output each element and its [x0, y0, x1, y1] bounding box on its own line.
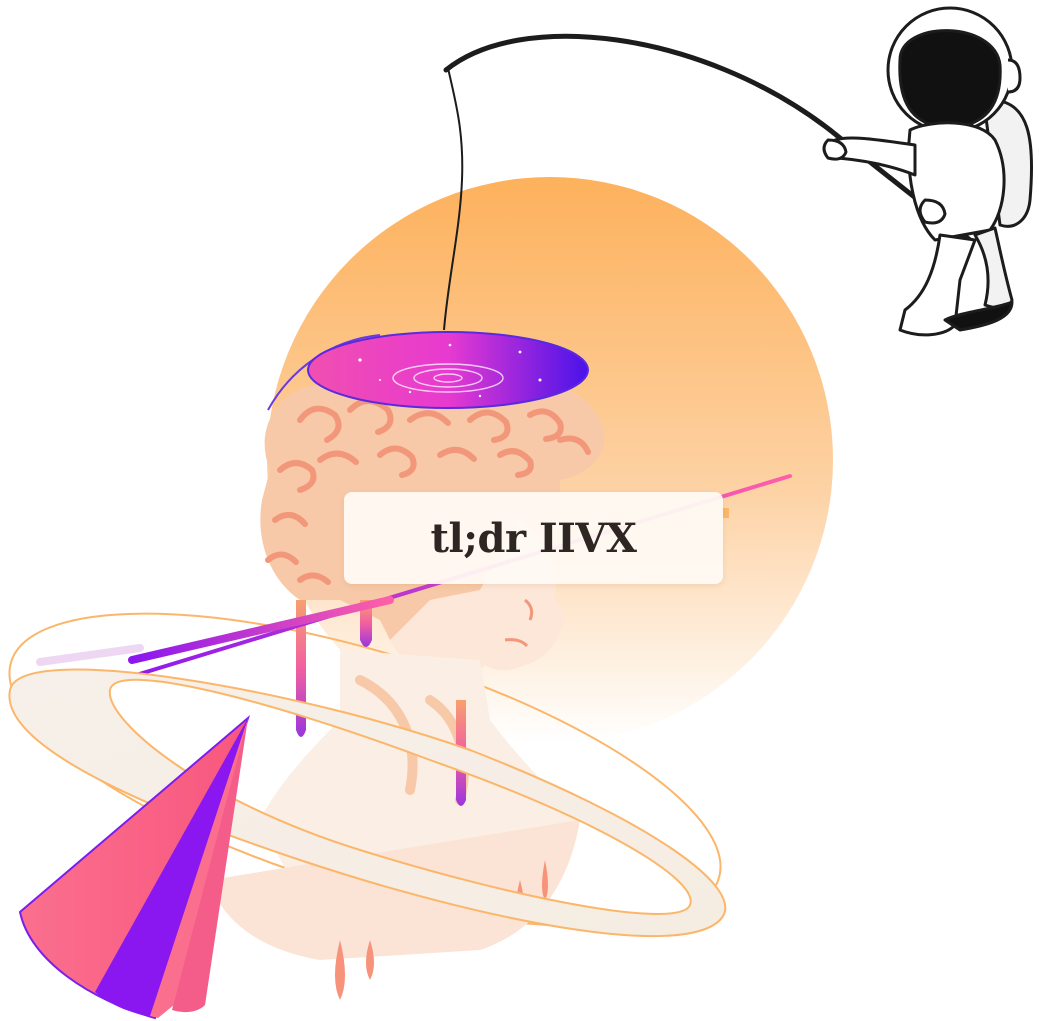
astronaut-icon [824, 8, 1032, 335]
title-card: tl;dr IIVX [344, 492, 723, 584]
page-title: tl;dr IIVX [431, 515, 637, 562]
